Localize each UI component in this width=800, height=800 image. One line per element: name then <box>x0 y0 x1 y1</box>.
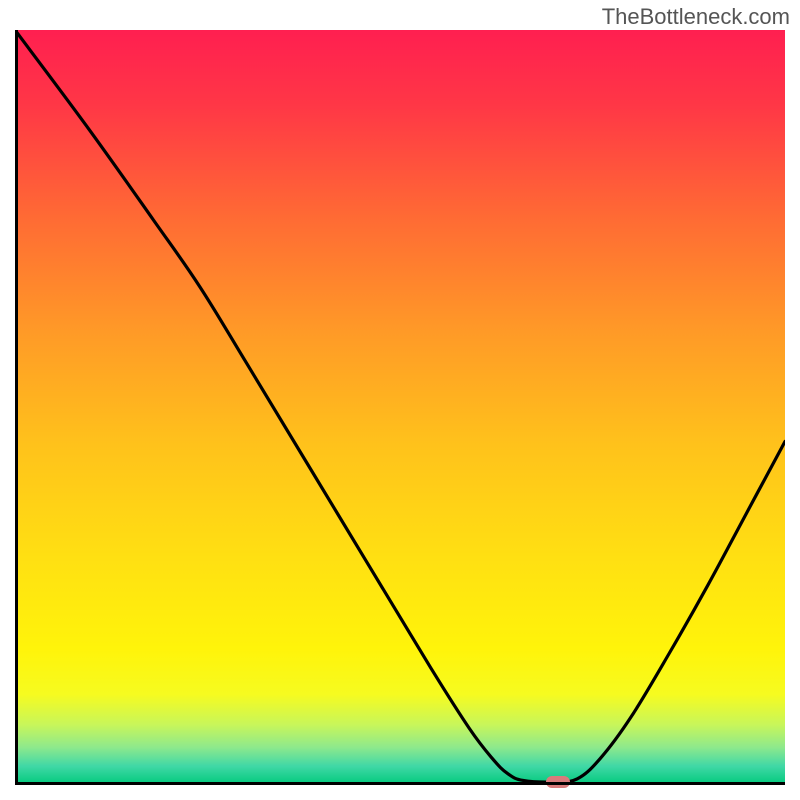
watermark-text: TheBottleneck.com <box>602 4 790 30</box>
chart-background-gradient <box>15 30 785 785</box>
chart-plot-area <box>15 30 785 785</box>
y-axis-line <box>15 30 18 785</box>
x-axis-line <box>15 782 785 785</box>
